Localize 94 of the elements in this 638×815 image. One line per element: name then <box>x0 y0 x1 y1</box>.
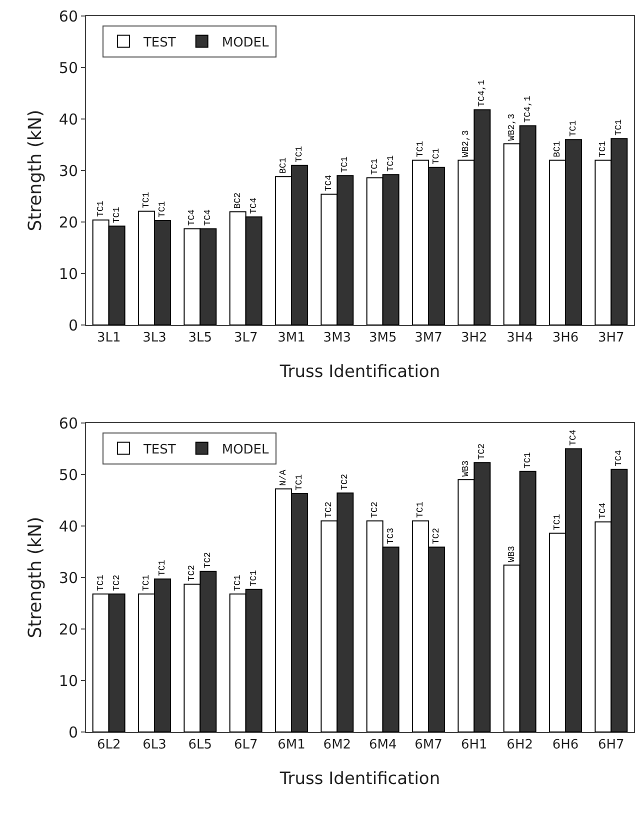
data-label: WB3 <box>461 460 472 477</box>
x-tick-label: 6M2 <box>323 738 352 753</box>
x-tick-label: 3H6 <box>552 330 579 346</box>
y-tick-label: 50 <box>58 466 78 484</box>
data-label: TC1 <box>568 120 578 137</box>
data-label: TC4 <box>568 430 578 446</box>
x-tick-label: 3L7 <box>234 330 258 346</box>
x-tick-label: 3L1 <box>96 330 121 346</box>
data-label: TC4 <box>324 174 334 192</box>
x-tick-label: 3H4 <box>506 330 533 346</box>
legend-label: MODEL <box>222 35 270 50</box>
x-tick-label: 6M1 <box>278 738 306 753</box>
data-label: TC4 <box>203 209 214 226</box>
y-tick-label: 40 <box>58 517 78 536</box>
data-label: TC2 <box>340 474 350 490</box>
y-tick-label: 60 <box>58 414 78 432</box>
data-label: TC2 <box>431 528 442 544</box>
data-label: TC1 <box>614 119 624 136</box>
data-label: TC2 <box>477 443 488 460</box>
data-label: TC4 <box>598 502 608 519</box>
y-tick-label: 40 <box>58 110 78 128</box>
y-tick-label: 50 <box>58 58 78 77</box>
data-label: TC1 <box>142 574 152 591</box>
data-label: TC2 <box>112 574 122 591</box>
data-label: TC1 <box>248 570 259 586</box>
data-label: TC4,1 <box>477 80 488 107</box>
y-tick-label: 30 <box>58 162 78 180</box>
y-tick-label: 10 <box>58 264 78 283</box>
x-tick-label: 3M7 <box>414 330 442 346</box>
data-label: WB2,3 <box>506 114 517 141</box>
y-tick-label: 20 <box>58 213 78 232</box>
data-label: TC1 <box>96 574 106 591</box>
data-label: BC2 <box>232 192 243 209</box>
legend-label: TEST <box>142 35 176 50</box>
x-tick-label: 3L5 <box>188 330 212 346</box>
data-label: WB3 <box>506 546 517 562</box>
data-label: TC1 <box>598 140 608 158</box>
data-label: TC1 <box>370 158 380 175</box>
data-label: BC1 <box>552 140 563 158</box>
data-label: TC1 <box>112 206 122 224</box>
data-label: TC1 <box>232 574 243 591</box>
x-tick-label: 6H2 <box>506 738 533 753</box>
data-label: TC1 <box>431 148 442 164</box>
data-label: TC4 <box>614 450 624 466</box>
x-tick-label: 3L3 <box>142 330 166 346</box>
y-axis-title: Strength (kN) <box>25 110 46 232</box>
data-label: WB2,3 <box>461 130 472 158</box>
x-tick-label: 6H1 <box>461 738 488 753</box>
x-tick-label: 6L7 <box>234 738 258 753</box>
y-tick-label: 60 <box>58 7 78 26</box>
data-label: TC2 <box>324 502 334 518</box>
x-tick-label: 3H7 <box>598 330 624 346</box>
x-tick-label: 3M3 <box>323 330 352 346</box>
data-label: TC1 <box>294 146 304 162</box>
data-label: TC2 <box>187 564 198 582</box>
data-label: TC1 <box>552 514 563 530</box>
x-tick-label: 6H6 <box>552 738 579 753</box>
y-tick-label: 20 <box>58 620 78 638</box>
x-tick-label: 6L2 <box>96 738 121 753</box>
x-tick-label: 6H7 <box>598 738 624 753</box>
x-tick-label: 3M5 <box>368 330 397 346</box>
y-axis-title: Strength (kN) <box>25 516 46 638</box>
x-axis-title: Truss Identification <box>278 362 440 382</box>
data-label: TC1 <box>416 140 426 158</box>
data-label: TC3 <box>386 528 396 544</box>
x-tick-label: 6M7 <box>414 738 442 753</box>
data-label: TC1 <box>142 192 152 208</box>
data-label: TC1 <box>96 200 106 217</box>
x-tick-label: 3M1 <box>278 330 306 346</box>
data-label: TC1 <box>522 452 533 468</box>
data-label: TC1 <box>157 560 168 576</box>
data-label: TC2 <box>203 552 214 568</box>
data-label: TC2 <box>370 502 380 518</box>
x-tick-label: 6L3 <box>142 738 166 753</box>
data-label: TC1 <box>386 155 396 172</box>
y-tick-label: 0 <box>68 316 78 334</box>
data-label: TC1 <box>294 474 304 491</box>
data-label: TC1 <box>416 502 426 518</box>
data-label: TC4 <box>248 198 259 214</box>
x-tick-label: 6L5 <box>188 738 212 753</box>
data-label: TC4,1 <box>522 96 533 123</box>
y-tick-label: 30 <box>58 568 78 587</box>
data-label: BC1 <box>278 157 289 174</box>
data-label: TC1 <box>157 201 168 218</box>
data-label: N/A <box>278 469 289 486</box>
x-axis-title: Truss Identification <box>278 769 440 789</box>
legend-label: MODEL <box>222 442 270 458</box>
y-tick-label: 0 <box>68 723 78 742</box>
data-label: TC1 <box>340 156 350 173</box>
x-tick-label: 6M4 <box>368 738 397 753</box>
x-tick-label: 3H2 <box>461 330 488 346</box>
legend-label: TEST <box>142 442 176 458</box>
y-tick-label: 10 <box>58 672 78 690</box>
data-label: TC4 <box>187 209 198 226</box>
